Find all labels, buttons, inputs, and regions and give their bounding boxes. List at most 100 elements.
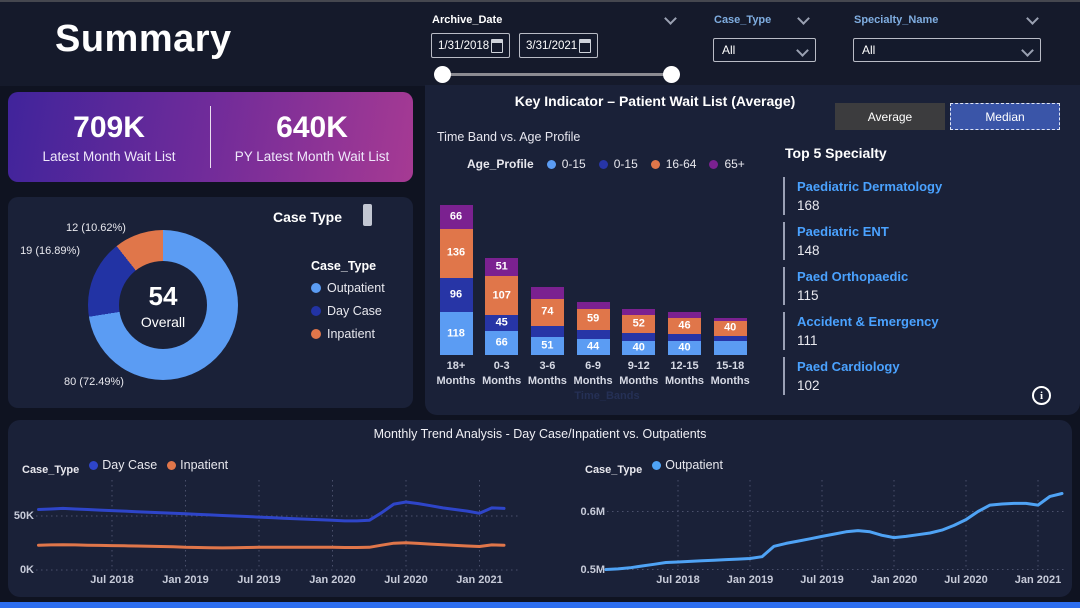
scrollbar-thumb[interactable]: [363, 204, 372, 226]
svg-text:Jan 2020: Jan 2020: [871, 574, 917, 586]
wait-list-kpi-card: 709K Latest Month Wait List 640K PY Late…: [8, 92, 413, 182]
bar-segment[interactable]: 118: [439, 312, 473, 355]
calendar-icon[interactable]: [491, 38, 503, 53]
window-top-border: [0, 0, 1080, 2]
legend-item[interactable]: 0-15: [546, 157, 586, 171]
specialty-item[interactable]: Paed Cardiology 102: [783, 357, 1073, 395]
bar-value-label: 96: [449, 288, 463, 301]
bar-segment[interactable]: 40: [713, 321, 747, 336]
donut-center: 54 Overall: [119, 261, 207, 349]
bar-segment[interactable]: [713, 341, 747, 355]
archive-date-end-input[interactable]: 3/31/2021: [519, 33, 598, 58]
date-range-slider-handle-right[interactable]: [663, 66, 680, 83]
bar-category-label: 9-12 Months: [619, 360, 659, 387]
specialty-name[interactable]: Paed Orthopaedic: [797, 269, 909, 284]
archive-date-start-input[interactable]: 1/31/2018: [431, 33, 510, 58]
bar-segment[interactable]: 40: [622, 340, 656, 355]
legend-dot-icon: [598, 159, 608, 169]
bar-segment[interactable]: 51: [530, 336, 564, 355]
bar-segment[interactable]: [576, 301, 610, 309]
bar-segment[interactable]: 136: [439, 228, 473, 278]
legend-item[interactable]: Day Case: [311, 304, 385, 318]
bar-segment[interactable]: [668, 312, 701, 318]
kpi-current: 709K Latest Month Wait List: [8, 92, 210, 182]
legend-item[interactable]: Outpatient: [311, 281, 385, 295]
legend-item[interactable]: Day Case: [89, 458, 157, 472]
bar-value-label: 51: [541, 339, 554, 352]
legend-item[interactable]: Inpatient: [167, 458, 228, 472]
key-indicator-panel: Key Indicator – Patient Wait List (Avera…: [425, 85, 1080, 415]
bar-segment[interactable]: [622, 309, 656, 315]
specialty-name[interactable]: Accident & Emergency: [797, 314, 939, 329]
specialty-item[interactable]: Paed Orthopaedic 115: [783, 267, 1073, 305]
bar-segment[interactable]: [530, 325, 564, 337]
specialty-item[interactable]: Accident & Emergency 111: [783, 312, 1073, 350]
svg-text:Jul 2020: Jul 2020: [384, 574, 427, 586]
date-range-slider-track[interactable]: [443, 73, 672, 76]
kpi-py-value: 640K: [276, 110, 348, 144]
bar-segment[interactable]: 46: [668, 317, 701, 335]
bar-value-label: 46: [678, 319, 691, 332]
bar-segment[interactable]: 66: [439, 205, 473, 229]
time-band-bar-chart: 118 96 136 66 18+ Months 66 45 107 51 0-3 Months 5…: [436, 185, 777, 413]
specialty-name[interactable]: Paediatric Dermatology: [797, 179, 943, 194]
bar-segment[interactable]: 45: [485, 314, 519, 332]
calendar-icon[interactable]: [579, 38, 591, 53]
bar-segment[interactable]: 74: [530, 299, 564, 326]
bar-segment[interactable]: 107: [485, 276, 519, 315]
legend-dot-icon: [89, 460, 99, 470]
bar-segment[interactable]: [713, 335, 747, 342]
archive-date-end-value: 3/31/2021: [526, 39, 578, 52]
svg-text:0K: 0K: [20, 564, 34, 576]
specialty-dropdown-value: All: [862, 43, 876, 57]
legend-dot-icon: [650, 159, 660, 169]
specialty-item[interactable]: Paediatric ENT 148: [783, 222, 1073, 260]
kpi-py-label: PY Latest Month Wait List: [234, 148, 390, 164]
monthly-trend-title: Monthly Trend Analysis - Day Case/Inpati…: [373, 427, 707, 441]
trend-line-charts-svg: Jul 2018 Jan 2019 Jul 2019 Jan 2020 Jul 2020…: [14, 480, 1066, 586]
legend-item[interactable]: 16-64: [650, 157, 696, 171]
specialty-name[interactable]: Paediatric ENT: [797, 224, 889, 239]
bar-value-label: 44: [586, 340, 600, 353]
legend-dot-icon: [311, 306, 321, 316]
case-type-panel-title: Case Type: [273, 209, 342, 225]
legend-item[interactable]: 0-15: [598, 157, 638, 171]
bar-segment[interactable]: 40: [668, 340, 701, 355]
case-type-panel: Case Type 54 Overall 12 (10.62%) 19 (16.…: [8, 197, 413, 408]
case-type-donut-chart[interactable]: 54 Overall: [88, 230, 238, 380]
bar-segment[interactable]: 52: [622, 314, 656, 334]
bar-segment[interactable]: [622, 333, 656, 341]
legend-item[interactable]: Outpatient: [652, 458, 723, 472]
specialty-name[interactable]: Paed Cardiology: [797, 359, 900, 374]
average-toggle-button[interactable]: Average: [835, 103, 945, 130]
top5-title: Top 5 Specialty: [785, 145, 887, 161]
bar-category-label: 3-6 Months: [527, 360, 567, 387]
bar-value-label: 52: [632, 317, 645, 330]
case-type-dropdown[interactable]: All: [713, 38, 816, 62]
bar-segment[interactable]: [530, 286, 564, 300]
bar-value-label: 118: [447, 327, 465, 340]
bar-segment[interactable]: 59: [576, 308, 610, 331]
bar-segment[interactable]: [713, 318, 747, 322]
svg-text:0.5M: 0.5M: [581, 564, 605, 576]
donut-center-label: Overall: [140, 313, 186, 330]
bar-segment[interactable]: [668, 334, 701, 341]
bar-category-label: 0-3 Months: [482, 360, 522, 387]
specialty-dropdown[interactable]: All: [853, 38, 1041, 62]
bar-segment[interactable]: 66: [485, 331, 519, 355]
date-range-slider-handle-left[interactable]: [434, 66, 451, 83]
legend-item[interactable]: Inpatient: [311, 327, 385, 341]
legend-item[interactable]: 65+: [709, 157, 745, 171]
specialty-item[interactable]: Paediatric Dermatology 168: [783, 177, 1073, 215]
legend-dot-icon: [652, 460, 662, 470]
legend-title: Age_Profile: [467, 157, 534, 171]
bar-segment[interactable]: [576, 330, 610, 340]
info-icon[interactable]: i: [1032, 386, 1051, 405]
chevron-down-icon: [1021, 43, 1034, 57]
bar-segment[interactable]: 44: [576, 339, 610, 355]
bar-segment[interactable]: 96: [439, 277, 473, 313]
bar-segment[interactable]: 51: [485, 258, 519, 277]
median-toggle-button[interactable]: Median: [950, 103, 1060, 130]
bar-chart-x-axis-title: Time_Bands: [574, 390, 640, 402]
